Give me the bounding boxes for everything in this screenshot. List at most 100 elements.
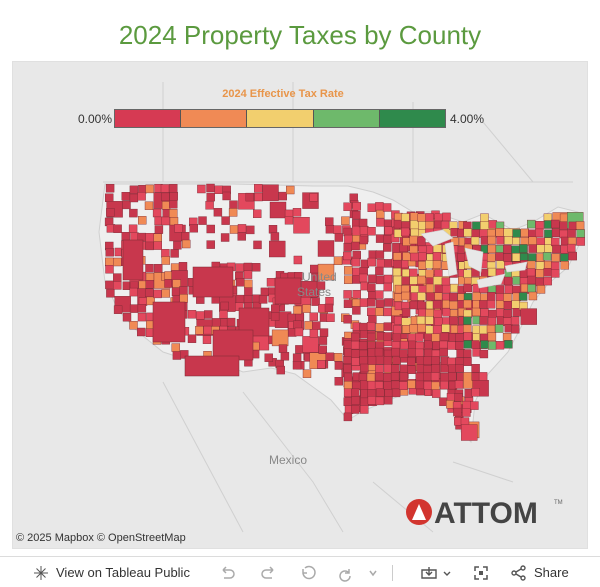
county-polygon[interactable] — [304, 321, 313, 330]
county-polygon[interactable] — [391, 380, 400, 390]
county-polygon[interactable] — [425, 269, 434, 278]
county-polygon[interactable] — [471, 229, 480, 238]
county-polygon[interactable] — [145, 272, 155, 282]
county-polygon[interactable] — [169, 191, 178, 201]
county-polygon[interactable] — [161, 201, 171, 210]
county-polygon[interactable] — [333, 256, 343, 266]
county-polygon[interactable] — [154, 263, 163, 273]
county-polygon[interactable] — [480, 340, 489, 349]
county-polygon[interactable] — [510, 316, 520, 325]
county-polygon[interactable] — [417, 323, 426, 333]
county-polygon[interactable] — [180, 231, 190, 241]
county-polygon[interactable] — [495, 227, 504, 237]
county-polygon[interactable] — [351, 332, 360, 342]
county-polygon[interactable] — [543, 276, 552, 286]
county-polygon[interactable] — [196, 311, 205, 320]
county-polygon[interactable] — [325, 217, 334, 226]
county-polygon[interactable] — [401, 213, 410, 222]
county-polygon[interactable] — [383, 381, 392, 390]
county-polygon[interactable] — [551, 219, 560, 229]
county-polygon[interactable] — [360, 397, 369, 407]
county-polygon[interactable] — [559, 221, 568, 230]
county-polygon[interactable] — [367, 389, 376, 398]
redo-button[interactable] — [260, 557, 278, 587]
county-polygon[interactable] — [503, 293, 512, 302]
county-polygon[interactable] — [367, 226, 376, 236]
county-polygon[interactable] — [431, 333, 440, 342]
county-polygon[interactable] — [503, 309, 512, 319]
county-polygon[interactable] — [367, 307, 376, 317]
county-polygon[interactable] — [463, 228, 472, 237]
county-polygon[interactable] — [409, 276, 418, 285]
county-polygon[interactable] — [174, 224, 183, 233]
county-polygon[interactable] — [351, 340, 360, 350]
county-polygon[interactable] — [343, 315, 352, 324]
county-polygon[interactable] — [145, 184, 154, 194]
county-polygon[interactable] — [268, 224, 278, 234]
county-polygon[interactable] — [293, 216, 310, 234]
county-polygon[interactable] — [527, 260, 536, 270]
county-polygon[interactable] — [401, 268, 411, 278]
county-polygon[interactable] — [359, 273, 368, 283]
county-polygon[interactable] — [423, 365, 432, 374]
county-polygon[interactable] — [375, 275, 385, 285]
county-polygon[interactable] — [382, 203, 392, 212]
county-polygon[interactable] — [169, 199, 178, 209]
county-polygon[interactable] — [527, 219, 536, 229]
county-polygon[interactable] — [495, 245, 505, 254]
county-polygon[interactable] — [471, 372, 480, 381]
county-polygon[interactable] — [470, 236, 480, 246]
county-polygon[interactable] — [258, 295, 268, 304]
county-polygon[interactable] — [470, 401, 479, 410]
county-polygon[interactable] — [367, 356, 377, 365]
county-polygon[interactable] — [520, 228, 529, 238]
county-polygon[interactable] — [243, 279, 253, 289]
county-polygon[interactable] — [113, 281, 122, 290]
county-polygon[interactable] — [480, 268, 490, 278]
county-polygon[interactable] — [551, 253, 560, 262]
county-polygon[interactable] — [344, 348, 353, 357]
county-polygon[interactable] — [432, 252, 442, 261]
county-polygon[interactable] — [376, 218, 385, 227]
county-polygon[interactable] — [512, 229, 521, 238]
county-polygon[interactable] — [504, 285, 514, 294]
county-polygon[interactable] — [575, 221, 585, 230]
county-polygon[interactable] — [219, 310, 228, 319]
county-polygon[interactable] — [535, 228, 544, 238]
county-polygon[interactable] — [122, 313, 132, 322]
county-polygon[interactable] — [316, 281, 326, 290]
county-polygon[interactable] — [425, 325, 434, 334]
county-polygon[interactable] — [551, 228, 561, 238]
county-polygon[interactable] — [294, 327, 304, 337]
county-polygon[interactable] — [415, 333, 424, 342]
county-polygon[interactable] — [153, 241, 163, 250]
county-polygon[interactable] — [552, 244, 561, 254]
county-polygon[interactable] — [375, 250, 385, 259]
county-polygon[interactable] — [409, 235, 418, 245]
county-polygon[interactable] — [518, 292, 528, 301]
county-polygon[interactable] — [512, 276, 521, 285]
county-polygon[interactable] — [144, 288, 154, 297]
county-polygon[interactable] — [252, 209, 262, 219]
county-polygon[interactable] — [375, 266, 384, 276]
county-polygon[interactable] — [343, 227, 352, 237]
county-polygon[interactable] — [439, 347, 448, 357]
county-polygon[interactable] — [416, 315, 426, 325]
county-polygon[interactable] — [179, 286, 188, 295]
county-polygon[interactable] — [274, 277, 302, 305]
county-polygon[interactable] — [542, 252, 552, 261]
county-polygon[interactable] — [317, 360, 326, 369]
county-polygon[interactable] — [246, 225, 255, 235]
county-polygon[interactable] — [243, 294, 253, 304]
county-polygon[interactable] — [212, 329, 254, 361]
county-polygon[interactable] — [221, 216, 230, 225]
county-polygon[interactable] — [447, 341, 456, 350]
county-polygon[interactable] — [383, 234, 392, 244]
county-polygon[interactable] — [112, 257, 122, 267]
county-polygon[interactable] — [129, 321, 138, 330]
county-polygon[interactable] — [325, 352, 334, 361]
county-polygon[interactable] — [399, 364, 409, 373]
county-polygon[interactable] — [393, 259, 402, 269]
county-polygon[interactable] — [358, 341, 368, 350]
county-polygon[interactable] — [383, 332, 392, 341]
